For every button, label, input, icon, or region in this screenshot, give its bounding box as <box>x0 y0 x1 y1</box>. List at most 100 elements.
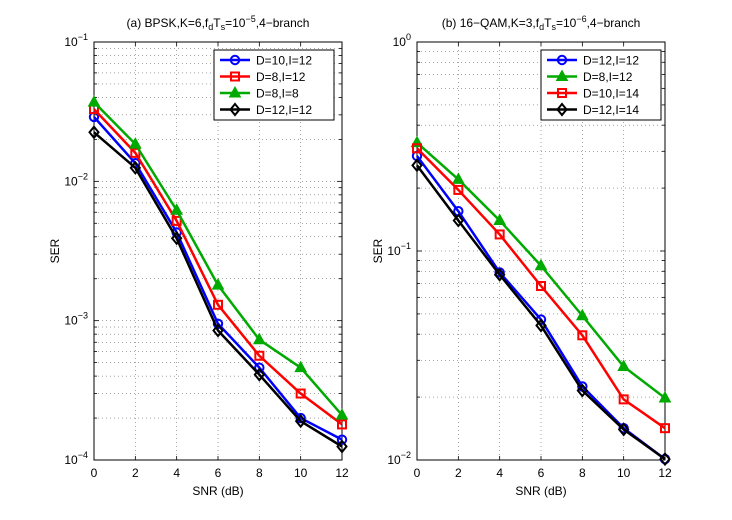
x-tick-label: 12 <box>658 466 672 480</box>
series-d-12-i-14 <box>411 158 671 467</box>
data-point-triangle <box>228 85 242 98</box>
x-axis-label: SNR (dB) <box>515 484 566 498</box>
data-point-square <box>213 299 223 310</box>
data-point-diamond <box>229 102 241 117</box>
chart-title: (b) 16−QAM,K=3,fdTs=10−6,4−branch <box>442 14 641 32</box>
y-axis-label: SER <box>48 238 62 263</box>
data-point-diamond <box>253 367 266 382</box>
x-tick-label: 2 <box>455 466 462 480</box>
data-point-triangle <box>335 408 349 420</box>
x-tick-label: 0 <box>91 466 98 480</box>
legend-label: D=12,I=12 <box>256 103 312 117</box>
legend-entry: D=8,I=12 <box>220 70 306 84</box>
series-line <box>93 131 343 448</box>
data-point-square <box>577 330 588 341</box>
data-point-diamond <box>556 102 568 117</box>
data-point-diamond <box>336 439 348 454</box>
data-point-diamond <box>88 125 100 140</box>
legend-label: D=12,I=12 <box>583 54 639 68</box>
data-point-triangle <box>534 258 548 271</box>
y-tick-label: 100 <box>393 32 411 49</box>
x-tick-label: 8 <box>579 466 586 480</box>
data-point-triangle <box>128 137 142 149</box>
legend-label: D=10,I=14 <box>583 87 639 101</box>
x-tick-label: 12 <box>335 466 349 480</box>
data-point-square <box>295 388 306 399</box>
data-point-triangle <box>87 95 101 107</box>
data-point-square <box>494 229 505 240</box>
data-point-triangle <box>575 308 589 321</box>
data-point-triangle <box>617 359 631 372</box>
data-point-diamond <box>535 318 547 333</box>
series-d-8-i-8 <box>87 95 349 420</box>
data-point-triangle <box>294 360 308 373</box>
data-point-circle <box>229 54 241 66</box>
data-point-diamond <box>129 160 142 175</box>
data-point-circle <box>336 434 348 445</box>
legend-entry: D=10,I=12 <box>220 54 312 68</box>
legend-label: D=8,I=12 <box>583 70 633 84</box>
data-point-square <box>337 419 347 430</box>
data-point-diamond <box>452 213 465 228</box>
series-d-12-i-12 <box>88 125 348 454</box>
legend-entry: D=8,I=8 <box>220 85 299 101</box>
data-point-circle <box>254 362 265 373</box>
legend-entry: D=10,I=14 <box>547 87 639 101</box>
y-tick-label: 10−3 <box>64 311 88 328</box>
legend-label: D=12,I=14 <box>583 103 639 117</box>
legend-label: D=10,I=12 <box>256 54 312 68</box>
y-tick-label: 10−2 <box>64 171 88 188</box>
y-tick-label: 10−1 <box>64 32 88 49</box>
series-d-10-i-14 <box>412 143 670 434</box>
chart-panel-b: 0 2 4 6 8 10 12 10−2 10−1 100 SNR (dB) SER (b) 16−QA… <box>371 14 672 498</box>
legend-entry: D=12,I=14 <box>547 102 639 117</box>
x-tick-label: 2 <box>132 466 139 480</box>
x-axis-label: SNR (dB) <box>192 484 243 498</box>
x-tick-label: 10 <box>294 466 308 480</box>
legend-entry: D=12,I=12 <box>547 54 639 68</box>
data-point-square <box>536 281 546 292</box>
data-point-diamond <box>576 383 589 398</box>
data-point-triangle <box>493 213 507 225</box>
data-point-diamond <box>294 414 307 429</box>
x-tick-label: 0 <box>414 466 421 480</box>
x-tick-label: 6 <box>215 466 222 480</box>
data-point-square <box>618 394 629 405</box>
data-point-diamond <box>212 323 224 338</box>
data-point-triangle <box>451 172 465 184</box>
data-point-square <box>254 350 265 361</box>
data-point-square <box>453 184 464 195</box>
legend-entry: D=12,I=12 <box>220 102 312 117</box>
x-tick-label: 4 <box>496 466 503 480</box>
series-line <box>93 108 343 426</box>
legend: D=12,I=12 D=8,I=12 D=10,I=14 D=12,I=14 <box>540 49 662 121</box>
data-point-diamond <box>411 158 423 173</box>
x-tick-label: 8 <box>256 466 263 480</box>
data-point-diamond <box>170 231 183 246</box>
x-tick-label: 10 <box>617 466 631 480</box>
data-point-triangle <box>658 390 672 403</box>
data-point-triangle <box>555 69 569 81</box>
data-point-diamond <box>493 267 506 282</box>
x-tick-label: 4 <box>173 466 180 480</box>
series-line <box>415 155 666 461</box>
ticks <box>93 42 343 461</box>
data-point-square <box>412 143 422 154</box>
y-tick-label: 10−4 <box>64 450 88 467</box>
data-point-square <box>660 423 670 434</box>
data-point-square <box>230 71 240 82</box>
legend: D=10,I=12 D=8,I=12 D=8,I=8 D=12,I=12 <box>213 49 335 121</box>
data-point-triangle <box>170 203 184 215</box>
data-point-diamond <box>617 422 630 437</box>
data-point-triangle <box>252 332 266 345</box>
legend-entry: D=8,I=12 <box>547 69 633 84</box>
legend-label: D=8,I=8 <box>256 87 299 101</box>
y-tick-label: 10−1 <box>387 241 411 258</box>
data-point-diamond <box>659 452 671 467</box>
legend-label: D=8,I=12 <box>256 70 306 84</box>
data-point-triangle <box>211 278 225 290</box>
data-point-square <box>557 88 567 98</box>
data-point-circle <box>556 54 568 66</box>
series-line <box>416 147 666 430</box>
